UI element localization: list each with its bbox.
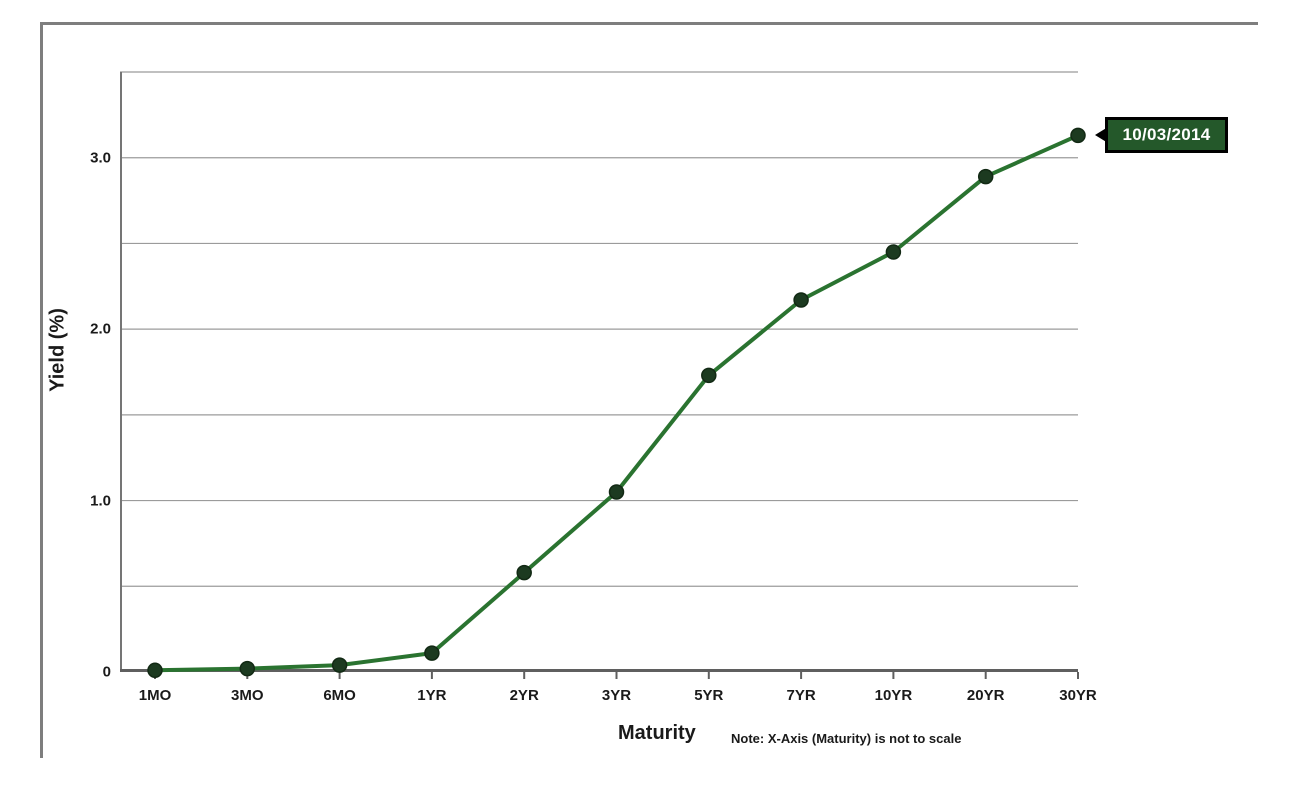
x-axis-ticks: 1MO 3MO 6MO 1YR 2YR 3YR 5YR 7YR 10YR 20YR 30YR [120,687,1097,709]
x-tick-label: 20YR [966,687,1005,704]
data-point-marker [793,292,809,308]
data-point-marker [331,657,348,673]
x-tick-label: 1YR [417,687,447,704]
data-point-marker [885,244,902,260]
x-tick-label: 3YR [601,687,632,704]
x-tick-label: 5YR [694,687,724,704]
yield-curve-line [154,133,1079,673]
data-point-marker [977,168,994,185]
x-tick-label: 6MO [323,687,356,704]
window-frame [40,22,1258,758]
y-axis-title: Yield (%) [46,308,69,392]
x-tick-label: 30YR [1059,687,1097,704]
data-point-marker [239,660,256,677]
x-axis-title: Maturity [618,722,696,744]
y-tick-label: 2.0 [90,320,111,338]
plot-area [120,71,1086,679]
data-point-marker [701,367,717,384]
x-axis-note: Note: X-Axis (Maturity) is not to scale [731,731,962,746]
x-tick-label: 3MO [231,687,264,704]
y-tick-label: 0 [102,663,111,681]
data-point-marker [608,484,625,500]
x-tick-label: 7YR [786,687,816,704]
x-tick-label: 10YR [874,687,913,704]
y-tick-label: 1.0 [90,492,111,510]
x-tick-label: 1MO [138,687,172,704]
x-tick-label: 2YR [509,687,539,704]
y-tick-label: 3.0 [90,149,111,167]
date-annotation-label: 10/03/2014 [1105,117,1228,154]
data-point-marker [147,662,163,679]
data-point-marker [516,564,532,581]
data-point-marker [1070,127,1086,144]
y-axis-ticks: 0 1.0 2.0 3.0 [70,72,114,680]
data-point-marker [424,645,440,661]
